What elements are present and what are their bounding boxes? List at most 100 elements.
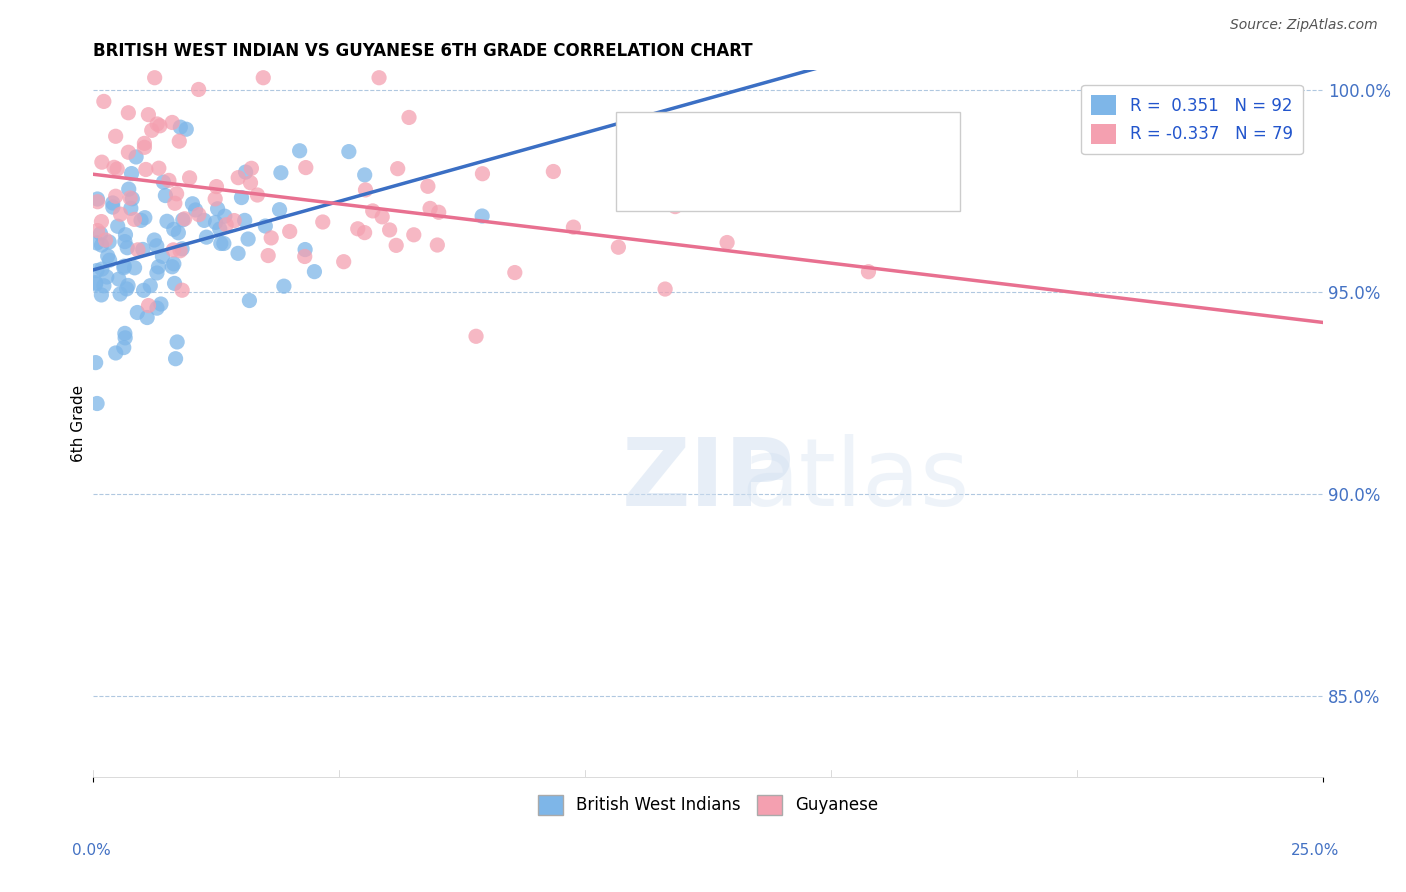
Point (157, 173, 180, 187)
Point (312, 215, 335, 229)
Point (124, 260, 146, 275)
Point (353, 168, 375, 182)
Point (353, 226, 375, 240)
Point (193, 213, 215, 227)
Point (207, 202, 229, 216)
Point (98, 235, 121, 249)
Point (664, 200, 686, 214)
Point (187, 208, 209, 222)
Point (149, 119, 172, 133)
Point (195, 230, 218, 244)
Point (160, 115, 183, 129)
Point (117, 105, 139, 120)
Point (238, 293, 260, 308)
Point (169, 134, 191, 148)
Point (124, 212, 146, 227)
Point (110, 207, 132, 221)
Point (93, 278, 115, 293)
Point (254, 219, 277, 233)
Point (295, 161, 318, 175)
Point (426, 238, 449, 252)
Point (246, 188, 269, 202)
Point (252, 70, 274, 85)
Point (204, 192, 226, 206)
Point (120, 202, 142, 216)
Point (209, 236, 232, 251)
Point (361, 203, 384, 218)
Point (134, 140, 156, 154)
Point (107, 219, 129, 234)
Point (240, 161, 263, 176)
Point (214, 209, 236, 223)
Point (184, 202, 207, 217)
Point (146, 266, 169, 280)
Point (141, 123, 163, 137)
Point (86, 192, 108, 206)
Point (419, 202, 441, 216)
Point (90, 288, 112, 302)
Point (101, 200, 124, 214)
Point (103, 161, 125, 175)
Point (138, 299, 160, 313)
Point (378, 223, 401, 237)
Point (160, 260, 183, 274)
Point (212, 236, 235, 251)
Point (84, 356, 107, 370)
Point (117, 278, 139, 293)
Point (90, 155, 112, 169)
Point (143, 70, 166, 85)
Point (152, 175, 174, 189)
FancyBboxPatch shape (616, 112, 960, 211)
Point (270, 166, 292, 180)
Point (172, 212, 194, 227)
Point (226, 246, 249, 260)
Point (165, 351, 187, 366)
Point (86, 263, 108, 277)
Point (112, 260, 135, 275)
Point (205, 179, 228, 194)
Point (117, 145, 139, 160)
Point (96, 270, 118, 285)
Point (105, 161, 128, 176)
Point (562, 220, 585, 235)
Point (132, 283, 155, 297)
Point (114, 331, 136, 345)
Point (121, 192, 143, 206)
Point (172, 283, 194, 297)
Text: 0.0%: 0.0% (72, 843, 111, 858)
Point (104, 189, 127, 203)
Point (858, 265, 880, 279)
Point (471, 167, 494, 181)
Point (226, 170, 249, 185)
Point (93, 95, 115, 109)
Point (398, 111, 420, 125)
Point (90, 214, 112, 228)
Point (465, 329, 488, 343)
Point (163, 277, 186, 291)
Point (332, 254, 354, 268)
Point (148, 260, 170, 274)
Text: Source: ZipAtlas.com: Source: ZipAtlas.com (1230, 18, 1378, 32)
Point (86, 194, 108, 209)
Point (169, 244, 191, 258)
Point (86, 223, 108, 237)
Point (427, 205, 450, 219)
Point (215, 218, 238, 232)
Point (163, 196, 186, 211)
Point (162, 243, 184, 257)
Point (179, 170, 201, 185)
Point (134, 136, 156, 151)
Point (112, 259, 135, 273)
Point (132, 243, 155, 257)
Point (387, 161, 409, 176)
Point (156, 214, 179, 228)
Point (114, 235, 136, 249)
Point (231, 190, 253, 204)
Point (152, 249, 174, 263)
Point (181, 196, 204, 211)
Point (115, 282, 138, 296)
Point (208, 222, 231, 236)
Point (503, 266, 526, 280)
Point (236, 232, 259, 246)
Text: ZIP: ZIP (621, 434, 794, 526)
